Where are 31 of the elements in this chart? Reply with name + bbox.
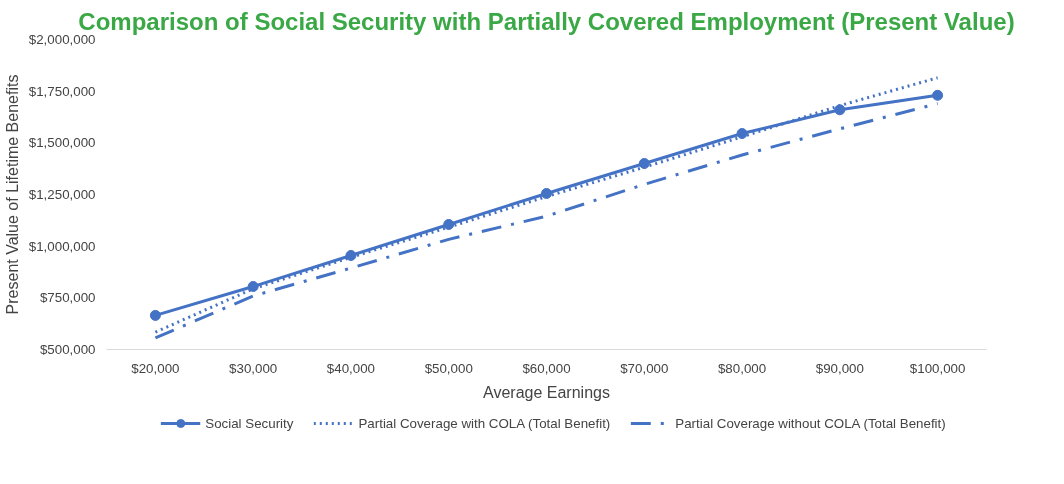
point bbox=[736, 128, 748, 140]
x-tick-label: $70,000 bbox=[620, 360, 669, 376]
x-tick-label: $40,000 bbox=[326, 360, 376, 376]
y-tick-label: $1,750,000 bbox=[28, 83, 96, 99]
legend-label: Partial Coverage with COLA (Total Benefit) bbox=[358, 414, 611, 433]
x-tick-label: $100,000 bbox=[909, 360, 966, 376]
y-tick-label: $1,500,000 bbox=[28, 135, 96, 151]
y-axis-title: Present Value of Lifetime Benefits bbox=[3, 74, 21, 315]
y-tick-label: $2,000,000 bbox=[28, 32, 96, 47]
x-tick-label: $50,000 bbox=[424, 360, 473, 376]
x-tick-label: $20,000 bbox=[131, 360, 180, 376]
y-tick-label: $1,250,000 bbox=[28, 187, 96, 202]
point bbox=[443, 218, 455, 230]
x-tick-label: $90,000 bbox=[815, 360, 864, 376]
legend-label: Partial Coverage without COLA (Total Benefit) bbox=[675, 414, 946, 433]
point bbox=[638, 158, 650, 169]
y-tick-label: $1,000,000 bbox=[28, 238, 96, 254]
point bbox=[149, 309, 161, 321]
chart-title: Comparison of Social Security with Partially Covered Employment (Present Value) bbox=[78, 7, 1015, 35]
point bbox=[834, 104, 846, 116]
legend-label: Social Security bbox=[205, 414, 294, 433]
y-tick-label: $500,000 bbox=[39, 342, 96, 357]
point bbox=[932, 89, 944, 101]
point bbox=[541, 187, 552, 199]
point bbox=[345, 249, 357, 261]
point bbox=[247, 280, 259, 292]
x-axis-title: Average Earnings bbox=[483, 383, 610, 401]
x-tick-label: $60,000 bbox=[522, 360, 571, 376]
y-tick-label: $750,000 bbox=[39, 290, 96, 306]
x-tick-label: $30,000 bbox=[229, 360, 278, 376]
x-tick-label: $80,000 bbox=[717, 360, 767, 376]
